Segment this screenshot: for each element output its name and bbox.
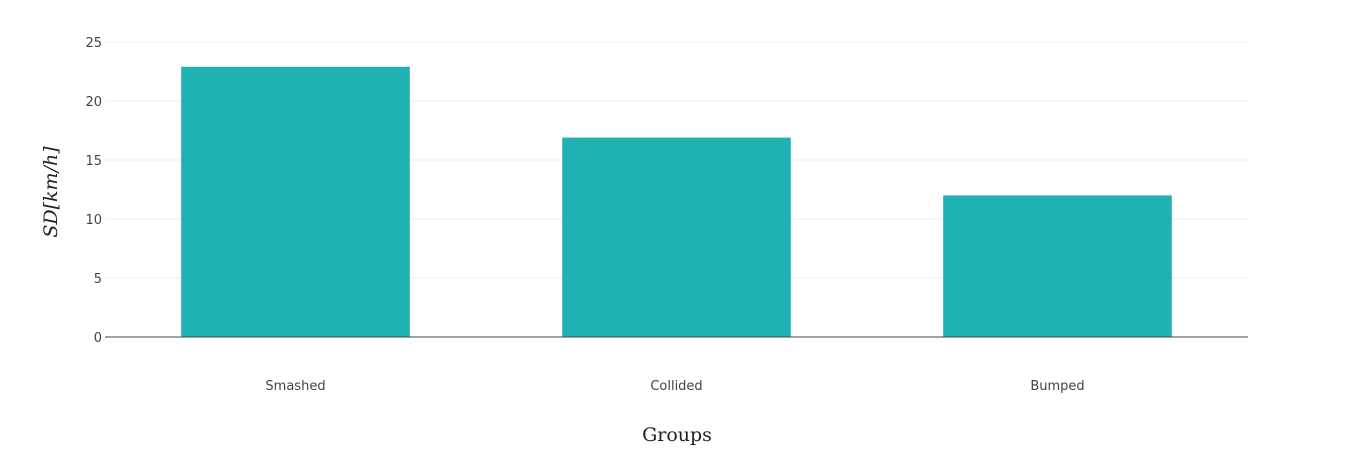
y-tick-label: 15 <box>85 154 102 169</box>
y-tick-label: 20 <box>85 95 102 110</box>
x-tick-label: Bumped <box>1030 379 1084 394</box>
y-tick-label: 10 <box>85 213 102 228</box>
bar-bumped <box>943 195 1172 337</box>
bars <box>181 66 1172 337</box>
bar-smashed <box>181 66 410 337</box>
y-tick-label: 5 <box>94 272 102 287</box>
y-axis-title: SD[km/h] <box>40 146 62 238</box>
x-tick-label: Smashed <box>265 379 325 394</box>
x-axis-title: Groups <box>642 424 712 446</box>
bar-collided <box>562 137 791 337</box>
axes: 0 5 10 15 20 25 Smashed Collided Bumped <box>85 36 1248 394</box>
x-tick-label: Collided <box>650 379 702 394</box>
y-tick-label: 25 <box>85 36 102 51</box>
y-tick-label: 0 <box>94 331 102 346</box>
